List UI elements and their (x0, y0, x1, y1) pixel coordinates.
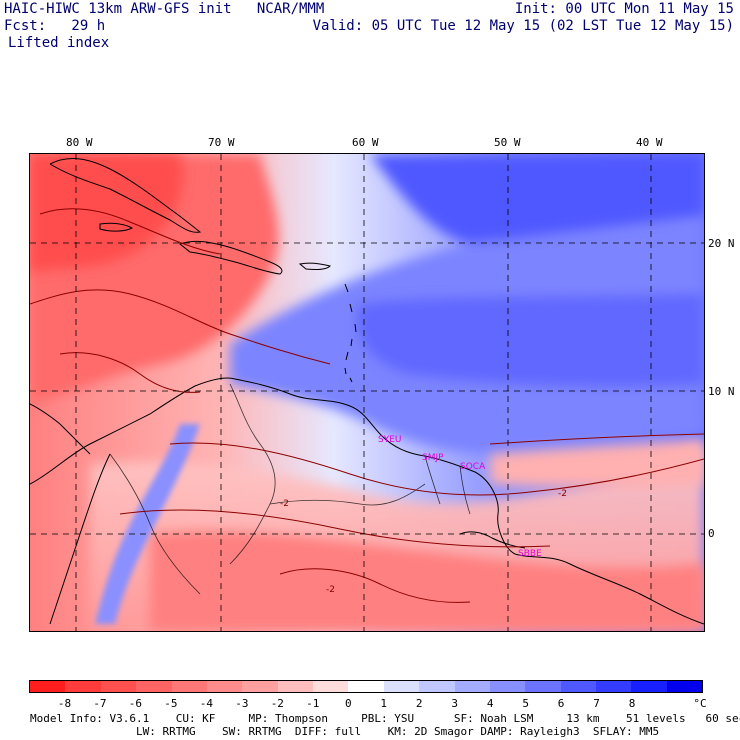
colorbar-cell (596, 681, 632, 692)
lat-label-10n: 10 N (708, 385, 735, 398)
colorbar-cell (489, 681, 526, 692)
colorbar-cell (206, 681, 243, 692)
lifted-index-map: SYEU SMJP SOCA SBBE -2 -2 -2 (29, 153, 705, 632)
colorbar (29, 680, 703, 693)
coastlines (30, 158, 704, 625)
colorbar-tick-label: 7 (593, 697, 600, 710)
forecast-hour: Fcst: 29 h (4, 18, 106, 34)
colorbar-unit: °C (693, 697, 707, 710)
colorbar-tick-label: 1 (380, 697, 388, 710)
colorbar-tick-label: -4 (199, 697, 213, 710)
contour-label: -2 (326, 585, 335, 595)
graticule (30, 154, 704, 631)
field-name: Lifted index (8, 35, 110, 51)
lon-label-50w: 50 W (494, 136, 521, 149)
colorbar-cell (419, 681, 455, 692)
colorbar-cell (30, 681, 66, 692)
lat-label-0: 0 (708, 527, 715, 540)
valid-time: Valid: 05 UTC Tue 12 May 15 (02 LST Tue … (312, 18, 734, 34)
station-sbbe: SBBE (518, 549, 542, 559)
colorbar-cell (313, 681, 349, 692)
colorbar-cell (560, 681, 596, 692)
field-ne-stable (370, 154, 704, 244)
colorbar-tick-label: -5 (164, 697, 178, 710)
colorbar-tick-label: -2 (270, 697, 284, 710)
colorbar-cell (171, 681, 207, 692)
contour-labels: -2 -2 -2 (280, 489, 567, 595)
colorbar-cell (65, 681, 101, 692)
colorbar-cell (666, 681, 703, 692)
colorbar-tick-label: -8 (57, 697, 72, 710)
lon-label-70w: 70 W (208, 136, 235, 149)
station-soca: SOCA (460, 462, 486, 472)
station-smjp: SMJP (422, 453, 444, 463)
colorbar-tick-label: -3 (235, 697, 249, 710)
contour-label: -2 (280, 499, 289, 509)
contours (30, 208, 704, 603)
stations: SYEU SMJP SOCA SBBE (378, 435, 542, 559)
init-time: Init: 00 UTC Mon 11 May 15 (514, 1, 734, 17)
colorbar-cell (136, 681, 172, 692)
model-info-line1: Model Info: V3.6.1 CU: KF MP: Thompson P… (30, 712, 740, 725)
field-andes (95, 424, 200, 624)
colorbar-tick-label: 6 (557, 697, 565, 710)
lon-label-40w: 40 W (636, 136, 663, 149)
lat-label-20n: 20 N (708, 237, 735, 250)
colorbar-cell (242, 681, 278, 692)
model-info-line2: LW: RRTMG SW: RRTMG DIFF: full KM: 2D Sm… (30, 725, 660, 738)
colorbar-tick-label: 3 (451, 697, 458, 710)
colorbar-cell (454, 681, 490, 692)
colorbar-tick-label: 5 (522, 697, 529, 710)
colorbar-tick-label: -6 (128, 697, 143, 710)
contour-label: -2 (558, 489, 567, 499)
colorbar-cell (383, 681, 420, 692)
colorbar-tick-label: 2 (415, 697, 423, 710)
field-band-stable (357, 294, 704, 386)
colorbar-tick-label: 4 (486, 697, 494, 710)
lon-label-60w: 60 W (352, 136, 379, 149)
model-title: HAIC-HIWC 13km ARW-GFS init NCAR/MMM (4, 1, 325, 17)
map-canvas: SYEU SMJP SOCA SBBE -2 -2 -2 (30, 154, 704, 631)
colorbar-cell (348, 681, 384, 692)
field-atlantic-streak (490, 439, 704, 488)
colorbar-cell (100, 681, 137, 692)
station-syeu: SYEU (378, 435, 401, 445)
colorbar-tick-label: 8 (628, 697, 636, 710)
colorbar-cell (277, 681, 313, 692)
colorbar-tick-label: -7 (93, 697, 107, 710)
colorbar-cell (631, 681, 667, 692)
colorbar-tick-label: 0 (344, 697, 352, 710)
colorbar-cell (525, 681, 561, 692)
lon-label-80w: 80 W (66, 136, 93, 149)
field-south-core (150, 531, 704, 631)
colorbar-tick-label: -1 (306, 697, 320, 710)
